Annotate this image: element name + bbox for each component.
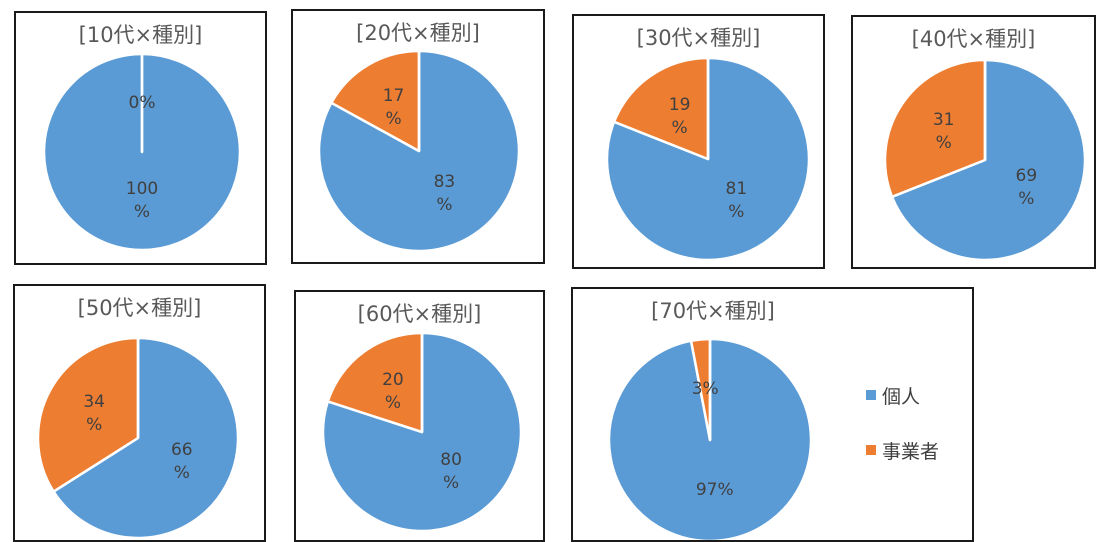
chart-title: [60代×種別] bbox=[357, 302, 482, 326]
chart-title: [20代×種別] bbox=[356, 21, 480, 45]
data-label-value: 17 bbox=[382, 85, 405, 106]
data-label-individual: 100% bbox=[107, 178, 177, 224]
data-label-unit: % bbox=[443, 473, 460, 494]
pie-plot bbox=[883, 58, 1087, 262]
legend-label-individual: 個人 bbox=[882, 385, 921, 408]
data-label-value: 80 bbox=[440, 450, 462, 471]
data-label-value: 3% bbox=[691, 379, 719, 400]
pie-plot bbox=[42, 52, 242, 252]
pie-chart-70s: [70代×種別] 97% 3% bbox=[571, 287, 974, 542]
data-label-value: 100 bbox=[125, 179, 159, 199]
data-label-business: 19% bbox=[645, 94, 715, 140]
data-label-individual: 97% bbox=[680, 479, 750, 502]
legend-swatch-individual bbox=[866, 390, 876, 400]
data-label-business: 3% bbox=[670, 378, 740, 401]
pie-chart-20s: [20代×種別] 83% 17% bbox=[291, 9, 545, 264]
data-label-unit: % bbox=[384, 392, 401, 413]
data-label-unit: % bbox=[86, 414, 103, 435]
pie-chart-60s: [60代×種別] 80% 20% bbox=[294, 290, 545, 542]
pie-slice-business bbox=[36, 336, 140, 493]
data-label-value: 81 bbox=[725, 178, 748, 199]
pie-slice-business bbox=[330, 49, 421, 153]
pie-chart-40s: [40代×種別] 69% 31% bbox=[851, 15, 1096, 269]
data-label-business: 0% bbox=[107, 92, 177, 115]
data-label-individual: 69% bbox=[991, 165, 1061, 211]
data-label-business: 31% bbox=[909, 109, 979, 155]
data-label-unit: % bbox=[133, 202, 151, 222]
data-label-value: 66 bbox=[170, 440, 193, 461]
data-label-value: 97% bbox=[695, 479, 734, 500]
data-label-individual: 66% bbox=[147, 439, 217, 485]
data-label-unit: % bbox=[436, 195, 453, 216]
pie-plot bbox=[605, 56, 811, 262]
pie-slice-business bbox=[612, 56, 710, 161]
legend-item-individual: 個人 bbox=[866, 382, 939, 408]
data-label-value: 31 bbox=[932, 109, 955, 130]
data-label-value: 20 bbox=[382, 369, 404, 390]
legend-swatch-business bbox=[866, 445, 876, 455]
pie-plot bbox=[607, 337, 813, 540]
pie-chart-10s: [10代×種別] 100% 0% bbox=[14, 11, 267, 265]
data-label-unit: % bbox=[1018, 189, 1035, 210]
data-label-value: 34 bbox=[83, 391, 105, 412]
data-label-value: 83 bbox=[433, 172, 456, 193]
pie-chart-30s: [30代×種別] 81% 19% bbox=[572, 14, 825, 269]
data-label-individual: 80% bbox=[416, 449, 486, 495]
data-label-individual: 81% bbox=[701, 178, 771, 224]
data-label-business: 20% bbox=[358, 369, 428, 415]
data-label-unit: % bbox=[671, 118, 688, 139]
legend: 個人 事業者 bbox=[866, 382, 939, 492]
data-label-unit: % bbox=[935, 132, 952, 153]
pie-slice-individual bbox=[52, 336, 240, 540]
data-label-individual: 83% bbox=[409, 171, 479, 217]
chart-title: [10代×種別] bbox=[78, 23, 203, 47]
data-label-unit: % bbox=[385, 108, 402, 129]
chart-title: [30代×種別] bbox=[636, 26, 761, 50]
legend-item-business: 事業者 bbox=[866, 437, 939, 463]
data-label-value: 69 bbox=[1015, 166, 1038, 187]
chart-title: [70代×種別] bbox=[651, 299, 775, 323]
pie-slice-business bbox=[326, 331, 424, 434]
pie-plot bbox=[36, 336, 240, 540]
data-label-business: 17% bbox=[359, 85, 429, 131]
chart-title: [40代×種別] bbox=[911, 27, 1036, 51]
data-label-unit: % bbox=[728, 201, 745, 222]
pie-chart-50s: [50代×種別] 66% 34% bbox=[13, 284, 266, 542]
pie-slice-business bbox=[883, 58, 987, 199]
data-label-value: 0% bbox=[128, 92, 156, 113]
data-label-business: 34% bbox=[59, 391, 129, 437]
pie-plot bbox=[321, 331, 523, 533]
chart-title: [50代×種別] bbox=[77, 296, 202, 320]
data-label-unit: % bbox=[173, 463, 190, 484]
legend-label-business: 事業者 bbox=[882, 440, 940, 463]
data-label-value: 19 bbox=[668, 95, 691, 116]
pie-plot bbox=[317, 49, 521, 253]
pie-slice-individual bbox=[890, 58, 1087, 262]
